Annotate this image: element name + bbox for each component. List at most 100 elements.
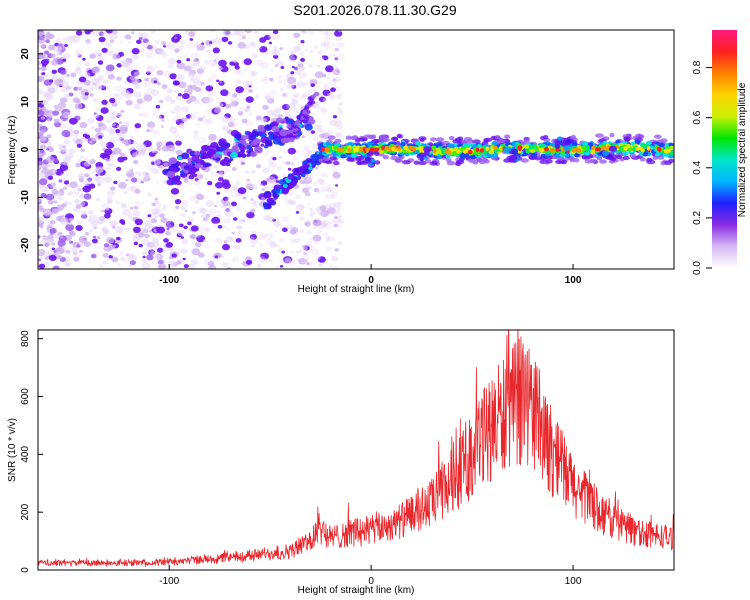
spectrogram-blob bbox=[266, 238, 273, 244]
spectrogram-blob bbox=[63, 180, 70, 185]
spectrogram-blob bbox=[50, 238, 55, 242]
spectrogram-blob bbox=[156, 115, 162, 120]
spectrogram-blob bbox=[194, 178, 199, 182]
spectrogram-blob bbox=[234, 69, 242, 75]
spectrogram-blob bbox=[38, 66, 42, 71]
spectrogram-blob bbox=[316, 229, 323, 235]
spectrogram-blob bbox=[134, 188, 141, 194]
spectrogram-blob bbox=[64, 261, 71, 267]
spectrogram-blob bbox=[190, 234, 197, 240]
spectrogram-blob bbox=[187, 181, 193, 185]
spectrogram-blob bbox=[316, 178, 325, 184]
spectrogram-blob bbox=[179, 40, 185, 45]
spectrogram-blob bbox=[186, 99, 192, 104]
spectrogram-blob bbox=[288, 137, 295, 143]
spectrogram-blob bbox=[313, 219, 322, 227]
spectrogram-blob bbox=[38, 248, 43, 254]
spectrogram-blob bbox=[333, 215, 338, 220]
snr-panel: -100 0 100 0 200 400 600 800 Height of straight… bbox=[7, 329, 675, 596]
spectrogram-blob bbox=[127, 186, 135, 192]
spectrogram-blob bbox=[188, 31, 196, 37]
spectrogram-blob bbox=[176, 62, 186, 70]
spectrogram-blob bbox=[290, 103, 297, 108]
spectrogram-blob bbox=[299, 205, 306, 210]
spectrogram-blob bbox=[279, 127, 283, 131]
spectrogram-blob bbox=[140, 49, 145, 53]
spectrogram-blob bbox=[244, 170, 250, 175]
spectrogram-blob bbox=[146, 44, 153, 50]
spectrogram-blob bbox=[424, 159, 432, 164]
spectrogram-blob bbox=[275, 217, 280, 222]
spectrogram-blob bbox=[92, 112, 100, 119]
spectrogram-blob bbox=[429, 161, 438, 166]
spectrogram-blob bbox=[278, 80, 283, 84]
spectrogram-blob bbox=[337, 241, 343, 246]
spectrogram-blob bbox=[263, 185, 272, 193]
spectrogram-blob bbox=[320, 209, 329, 218]
spectrogram-blob bbox=[312, 234, 322, 242]
spectrogram-blob bbox=[549, 148, 555, 153]
spectrogram-blob bbox=[544, 147, 549, 152]
spectrogram-blob bbox=[291, 164, 296, 168]
spectrogram-blob bbox=[298, 248, 304, 253]
spectrogram-blob bbox=[91, 31, 95, 34]
spectrogram-blob bbox=[206, 180, 213, 186]
spectrogram-blob bbox=[156, 200, 161, 204]
spectrogram-blob bbox=[306, 192, 310, 195]
snr-frame bbox=[37, 329, 675, 571]
spectrogram-blob bbox=[289, 238, 293, 241]
spectrogram-blob bbox=[53, 118, 60, 124]
spectrogram-blob bbox=[306, 230, 313, 236]
spectrogram-blob bbox=[642, 152, 649, 157]
spectrogram-blob bbox=[315, 206, 322, 212]
spectrogram-blob bbox=[106, 87, 111, 92]
spectrogram-blob bbox=[334, 76, 342, 83]
spectrogram-blob bbox=[264, 34, 271, 41]
spectrogram-blob bbox=[233, 30, 240, 35]
snr-background bbox=[38, 330, 674, 570]
spectrogram-blob bbox=[218, 66, 223, 71]
spectrogram-blob bbox=[300, 40, 305, 44]
spectrogram-blob bbox=[272, 30, 279, 35]
spectrogram-blob bbox=[169, 150, 175, 155]
spectrogram-blob bbox=[251, 70, 255, 74]
spectrogram-blob bbox=[249, 236, 255, 241]
spectrogram-blob bbox=[402, 160, 411, 165]
spectrogram-blob bbox=[322, 156, 330, 161]
spectrogram-blob bbox=[508, 158, 513, 162]
spectrogram-blob bbox=[72, 97, 80, 103]
spectrogram-blob bbox=[79, 155, 84, 159]
spectrogram-blob bbox=[180, 206, 186, 211]
spectrogram-blob bbox=[43, 188, 49, 193]
spectrogram-blob bbox=[218, 80, 225, 86]
spectrogram-blob bbox=[132, 55, 139, 60]
spectrogram-blob bbox=[321, 223, 327, 228]
spectrogram-blob bbox=[287, 167, 292, 171]
spectrogram-blob bbox=[245, 80, 254, 88]
spectrogram-blob bbox=[607, 154, 613, 158]
spectrogram-blob bbox=[110, 115, 117, 121]
spectrogram-blob bbox=[241, 118, 248, 124]
spectrogram-blob bbox=[415, 141, 421, 146]
spectrogram-blob bbox=[158, 99, 164, 104]
spectrogram-blob bbox=[278, 155, 283, 159]
spectrogram-blob bbox=[194, 241, 202, 248]
spectrogram-blob bbox=[105, 206, 110, 211]
spectrogram-blob bbox=[155, 254, 161, 259]
spectrogram-blob bbox=[141, 100, 146, 104]
spectrogram-blob bbox=[221, 116, 230, 123]
spectrogram-blob bbox=[451, 151, 457, 156]
spectrogram-blob bbox=[140, 201, 145, 205]
spectrogram-blob bbox=[182, 257, 186, 261]
spectrogram-blob bbox=[151, 237, 160, 244]
spectrogram-blob bbox=[221, 179, 230, 186]
spectrogram-blob bbox=[55, 37, 62, 43]
spectrogram-blob bbox=[287, 191, 294, 197]
spectrogram-blob bbox=[423, 150, 430, 155]
spectrogram-blob bbox=[94, 77, 103, 84]
spectrogram-blob bbox=[379, 134, 387, 139]
spectrogram-blob bbox=[65, 223, 75, 232]
spectrogram-blob bbox=[202, 217, 208, 222]
spectrogram-blob bbox=[323, 188, 328, 193]
spectrogram-blob bbox=[46, 85, 53, 90]
